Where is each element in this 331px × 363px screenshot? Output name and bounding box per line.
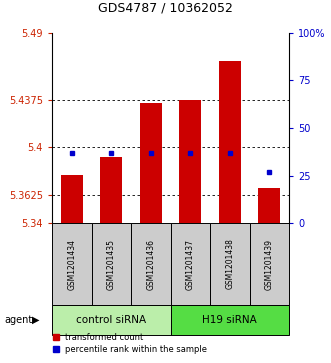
Legend: transformed count, percentile rank within the sample: transformed count, percentile rank withi…	[50, 330, 211, 357]
Text: ▶: ▶	[32, 315, 39, 325]
Bar	[61, 175, 83, 223]
Bar	[100, 157, 122, 223]
Text: GSM1201438: GSM1201438	[225, 238, 234, 289]
Bar	[140, 103, 162, 223]
Bar	[250, 223, 289, 305]
Text: GSM1201435: GSM1201435	[107, 238, 116, 290]
Bar	[131, 223, 170, 305]
Bar	[52, 223, 91, 305]
Bar	[170, 305, 289, 335]
Text: GSM1201434: GSM1201434	[67, 238, 76, 290]
Bar	[91, 223, 131, 305]
Bar	[170, 223, 210, 305]
Bar	[259, 188, 280, 223]
Text: GSM1201437: GSM1201437	[186, 238, 195, 290]
Text: GSM1201439: GSM1201439	[265, 238, 274, 290]
Text: GDS4787 / 10362052: GDS4787 / 10362052	[98, 2, 233, 15]
Bar	[179, 99, 201, 223]
Text: H19 siRNA: H19 siRNA	[202, 315, 257, 325]
Text: agent: agent	[4, 315, 32, 325]
Bar	[219, 61, 241, 223]
Bar	[210, 223, 250, 305]
Bar	[52, 305, 170, 335]
Text: GSM1201436: GSM1201436	[146, 238, 155, 290]
Text: control siRNA: control siRNA	[76, 315, 146, 325]
